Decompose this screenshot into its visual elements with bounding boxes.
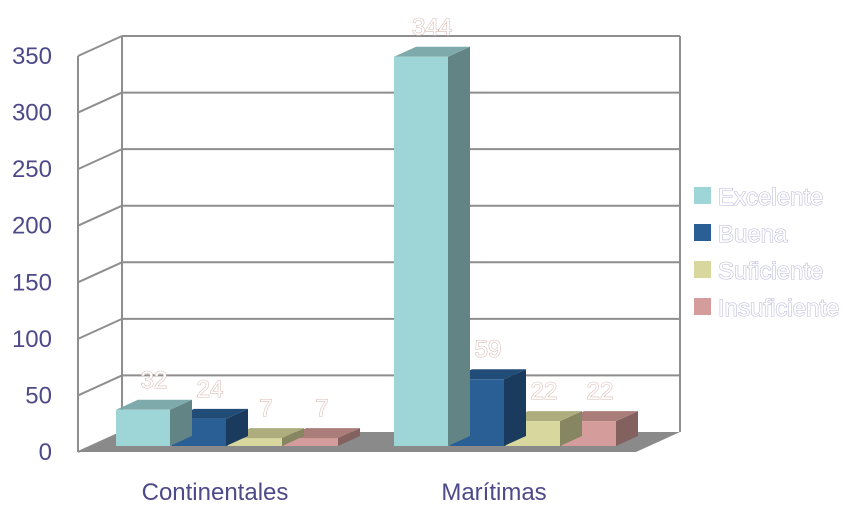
- category-label: Continentales: [142, 479, 289, 506]
- bar-front-face: [228, 438, 282, 446]
- bar-side-face: [282, 428, 304, 446]
- data-label: 7: [259, 395, 272, 422]
- legend-item: Insuficiente: [694, 294, 840, 323]
- y-tick-label: 50: [25, 382, 52, 409]
- side-wall-gridline: [77, 374, 123, 397]
- bar: [116, 399, 192, 446]
- legend-label: Suficiente: [718, 258, 823, 285]
- legend: Excelente Buena Suficiente Insuficiente: [694, 183, 840, 323]
- legend-label: Excelente: [718, 184, 823, 211]
- bar-side-face: [504, 369, 526, 446]
- y-tick-label: 350: [12, 43, 52, 70]
- legend-label: Buena: [718, 221, 788, 248]
- bar-side-face: [448, 46, 470, 446]
- y-tick-label: 0: [39, 439, 52, 466]
- legend-swatch: [694, 261, 711, 278]
- side-wall-gridline: [77, 148, 123, 171]
- data-label: 59: [475, 336, 502, 363]
- legend-swatch: [694, 224, 711, 241]
- legend-item: Suficiente: [694, 257, 824, 286]
- y-tick-label: 200: [12, 213, 52, 240]
- side-wall-gridline: [77, 204, 123, 227]
- legend-item: Buena: [694, 220, 789, 249]
- data-label: 22: [531, 378, 558, 405]
- legend-item: Excelente: [694, 183, 824, 212]
- data-label: 24: [197, 376, 224, 403]
- side-wall-gridline: [77, 261, 123, 284]
- legend-swatch: [694, 187, 711, 204]
- bar-top-face: [394, 46, 470, 57]
- side-wall-gridline: [77, 317, 123, 340]
- bar-side-face: [170, 399, 192, 446]
- bar-front-face: [116, 409, 170, 446]
- y-tick-label: 100: [12, 326, 52, 353]
- bar-side-face: [560, 411, 582, 446]
- category-label: Marítimas: [441, 479, 546, 506]
- legend-swatch: [694, 298, 711, 315]
- bar-front-face: [394, 56, 448, 446]
- bar-side-face: [338, 428, 360, 446]
- bar-top-face: [116, 399, 192, 410]
- bar-side-face: [226, 408, 248, 446]
- y-tick-label: 150: [12, 269, 52, 296]
- bar-front-face: [284, 438, 338, 446]
- data-label: 32: [141, 367, 168, 394]
- side-wall-gridline: [77, 91, 123, 114]
- data-label: 22: [587, 378, 614, 405]
- y-tick-label: 250: [12, 156, 52, 183]
- y-axis: 0 50 100 150 200 250 300 350: [12, 43, 52, 466]
- side-wall-gridline: [77, 35, 123, 57]
- x-axis: Continentales Marítimas: [142, 479, 547, 506]
- bar: [394, 46, 470, 446]
- y-tick-label: 300: [12, 100, 52, 127]
- data-label: 7: [315, 395, 328, 422]
- legend-label: Insuficiente: [718, 295, 839, 322]
- data-label: 344: [412, 14, 452, 41]
- data-labels: 7 7 24 32 22 22 59 344: [140, 13, 614, 422]
- bar-side-face: [616, 411, 638, 446]
- bar-group: [116, 46, 638, 446]
